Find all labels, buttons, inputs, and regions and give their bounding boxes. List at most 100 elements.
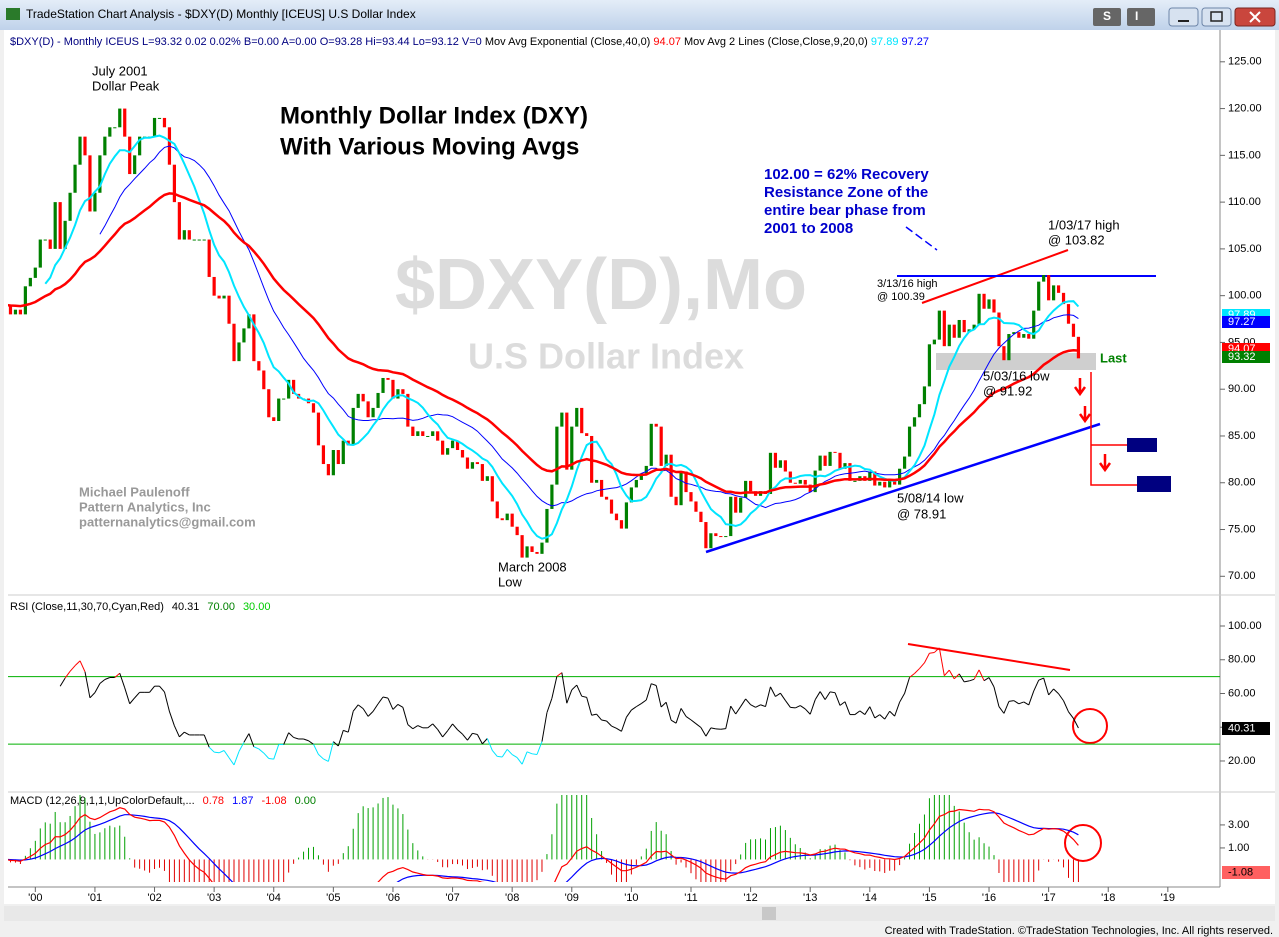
candle (13, 309, 18, 315)
candle (436, 431, 440, 441)
y-tick-label: 60.00 (1228, 687, 1256, 699)
scrollbar[interactable] (4, 906, 1275, 921)
rsi-line (914, 668, 920, 674)
rsi-line (531, 753, 538, 756)
candle (1022, 334, 1026, 338)
candle (133, 155, 137, 175)
candle (277, 398, 281, 422)
candle (351, 407, 355, 446)
candle (868, 471, 872, 481)
candle (1017, 332, 1021, 338)
header-item: 97.27 (902, 36, 930, 48)
scroll-thumb[interactable] (762, 907, 776, 920)
rsi-line (934, 647, 940, 653)
candle (878, 481, 882, 486)
candle (391, 379, 395, 399)
x-tick-label: '03 (207, 892, 221, 904)
rsi-line (834, 692, 841, 706)
rsi-line (377, 696, 384, 705)
rsi-line (203, 734, 210, 748)
candle (187, 230, 191, 240)
x-tick-label: '08 (505, 892, 519, 904)
y-tick-label: 75.00 (1228, 523, 1256, 535)
candle (972, 324, 976, 330)
rsi-line (233, 751, 240, 766)
candle (232, 323, 236, 362)
rsi-line (124, 687, 131, 704)
x-tick-label: '16 (982, 892, 996, 904)
macd-title: MACD (12,26,9,1,1,UpColorDefault,... (10, 795, 195, 807)
y-tick-label: 80.00 (1228, 654, 1256, 666)
candle (888, 479, 892, 488)
rsi-line (839, 701, 846, 706)
rsi-line (636, 703, 642, 708)
candle (152, 117, 157, 137)
annotation: @ 78.91 (897, 506, 946, 521)
candle (649, 423, 653, 466)
rsi-line (973, 669, 980, 680)
annotation: 2001 to 2008 (764, 220, 853, 237)
candle (709, 533, 713, 549)
candle (664, 454, 668, 466)
candle (267, 389, 271, 418)
x-tick-label: '19 (1161, 892, 1175, 904)
rsi-line (606, 720, 612, 727)
style-button-label[interactable]: S (1103, 9, 1111, 23)
candle (58, 202, 62, 249)
rsi-line (824, 691, 831, 700)
candle (699, 511, 703, 523)
candle (838, 452, 842, 469)
candle (1056, 285, 1061, 293)
candle (818, 455, 822, 471)
x-tick-label: '13 (803, 892, 817, 904)
style-button[interactable] (1093, 8, 1121, 26)
insert-button-label[interactable]: I (1135, 9, 1138, 23)
candle (947, 324, 951, 347)
candle (207, 239, 211, 277)
rsi-line (814, 691, 821, 701)
rsi-line (755, 704, 761, 708)
rsi-line (159, 685, 165, 693)
candle (704, 522, 708, 549)
rsi-line (809, 699, 816, 715)
x-tick-label: '14 (863, 892, 877, 904)
candle (18, 309, 23, 315)
macd-panel (8, 795, 1079, 882)
rsi-line (407, 724, 414, 730)
candle (381, 377, 385, 393)
last-value-box (1222, 351, 1270, 363)
rsi-line (779, 692, 786, 701)
sma-fast (44, 134, 1080, 540)
rsi-line (417, 725, 423, 729)
annotation: 1/03/17 high (1048, 217, 1120, 232)
minimize-button[interactable] (1168, 7, 1199, 27)
candle (1002, 346, 1006, 361)
rsi-line (645, 683, 652, 701)
candle (475, 462, 480, 465)
rsi-line (730, 705, 737, 715)
candle (515, 526, 519, 536)
rsi-line (576, 684, 583, 697)
rsi-line (323, 758, 329, 762)
rsi-line (397, 703, 404, 708)
rsi-line (89, 692, 96, 699)
title-bar (0, 0, 1279, 30)
x-tick-label: '02 (147, 892, 161, 904)
x-tick-label: '10 (624, 892, 638, 904)
candle (53, 202, 57, 249)
insert-button[interactable] (1127, 8, 1155, 26)
candle (555, 426, 559, 485)
annotation: Michael Paulenoff (79, 484, 190, 499)
candle (78, 136, 82, 165)
candle (853, 480, 857, 482)
maximize-button[interactable] (1201, 7, 1232, 27)
candle (659, 426, 663, 466)
candle (530, 546, 534, 552)
app-icon (6, 8, 20, 20)
rsi-readout: 70.00 (207, 601, 235, 613)
candle (813, 470, 817, 493)
rsi-line (720, 728, 726, 730)
candle (634, 479, 638, 488)
candle (783, 460, 787, 472)
candle (123, 108, 127, 137)
